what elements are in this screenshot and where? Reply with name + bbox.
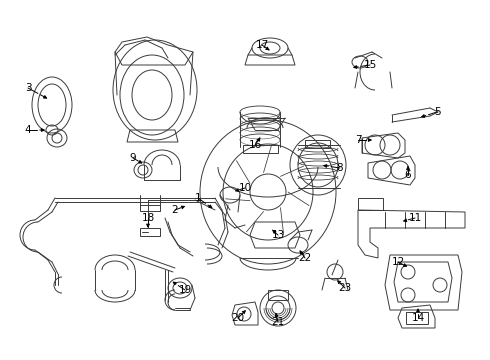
Bar [140, 205, 160, 211]
Text: 5: 5 [434, 107, 441, 117]
Text: 22: 22 [298, 253, 312, 263]
Bar [358, 198, 383, 210]
Text: 21: 21 [271, 317, 285, 327]
Text: 18: 18 [142, 213, 155, 223]
Text: 6: 6 [405, 170, 411, 180]
Text: 12: 12 [392, 257, 405, 267]
Text: 16: 16 [248, 140, 262, 150]
Text: 23: 23 [339, 283, 352, 293]
Text: 14: 14 [412, 313, 425, 323]
Text: 19: 19 [178, 285, 192, 295]
Text: 13: 13 [271, 230, 285, 240]
Bar [243, 145, 278, 153]
Text: 10: 10 [239, 183, 251, 193]
Text: 9: 9 [130, 153, 136, 163]
Text: 3: 3 [24, 83, 31, 93]
Bar [305, 140, 330, 148]
Bar [140, 228, 160, 236]
Text: 1: 1 [195, 193, 201, 203]
Text: 20: 20 [231, 313, 245, 323]
Bar [406, 312, 428, 324]
Text: 8: 8 [337, 163, 343, 173]
Text: 4: 4 [24, 125, 31, 135]
Text: 17: 17 [255, 40, 269, 50]
Text: 2: 2 [172, 205, 178, 215]
Bar [268, 290, 288, 300]
Text: 7: 7 [355, 135, 361, 145]
Text: 15: 15 [364, 60, 377, 70]
Text: 11: 11 [408, 213, 421, 223]
